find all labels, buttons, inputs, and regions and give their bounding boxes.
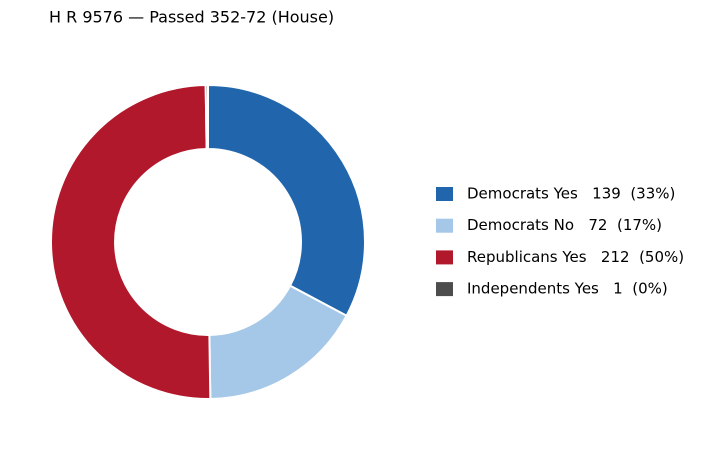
legend-label: Republicans Yes 212 (50%) xyxy=(467,248,684,266)
legend-swatch xyxy=(436,187,453,201)
slice xyxy=(204,83,209,151)
slice xyxy=(207,83,366,318)
chart-title: H R 9576 — Passed 352-72 (House) xyxy=(49,8,334,27)
legend-label: Democrats No 72 (17%) xyxy=(467,216,662,234)
legend-label: Democrats Yes 139 (33%) xyxy=(467,185,675,203)
slice xyxy=(50,84,212,400)
legend-label: Independents Yes 1 (0%) xyxy=(467,280,668,298)
legend-swatch xyxy=(436,250,453,265)
legend-swatch xyxy=(436,282,453,297)
legend-swatch xyxy=(436,218,453,233)
